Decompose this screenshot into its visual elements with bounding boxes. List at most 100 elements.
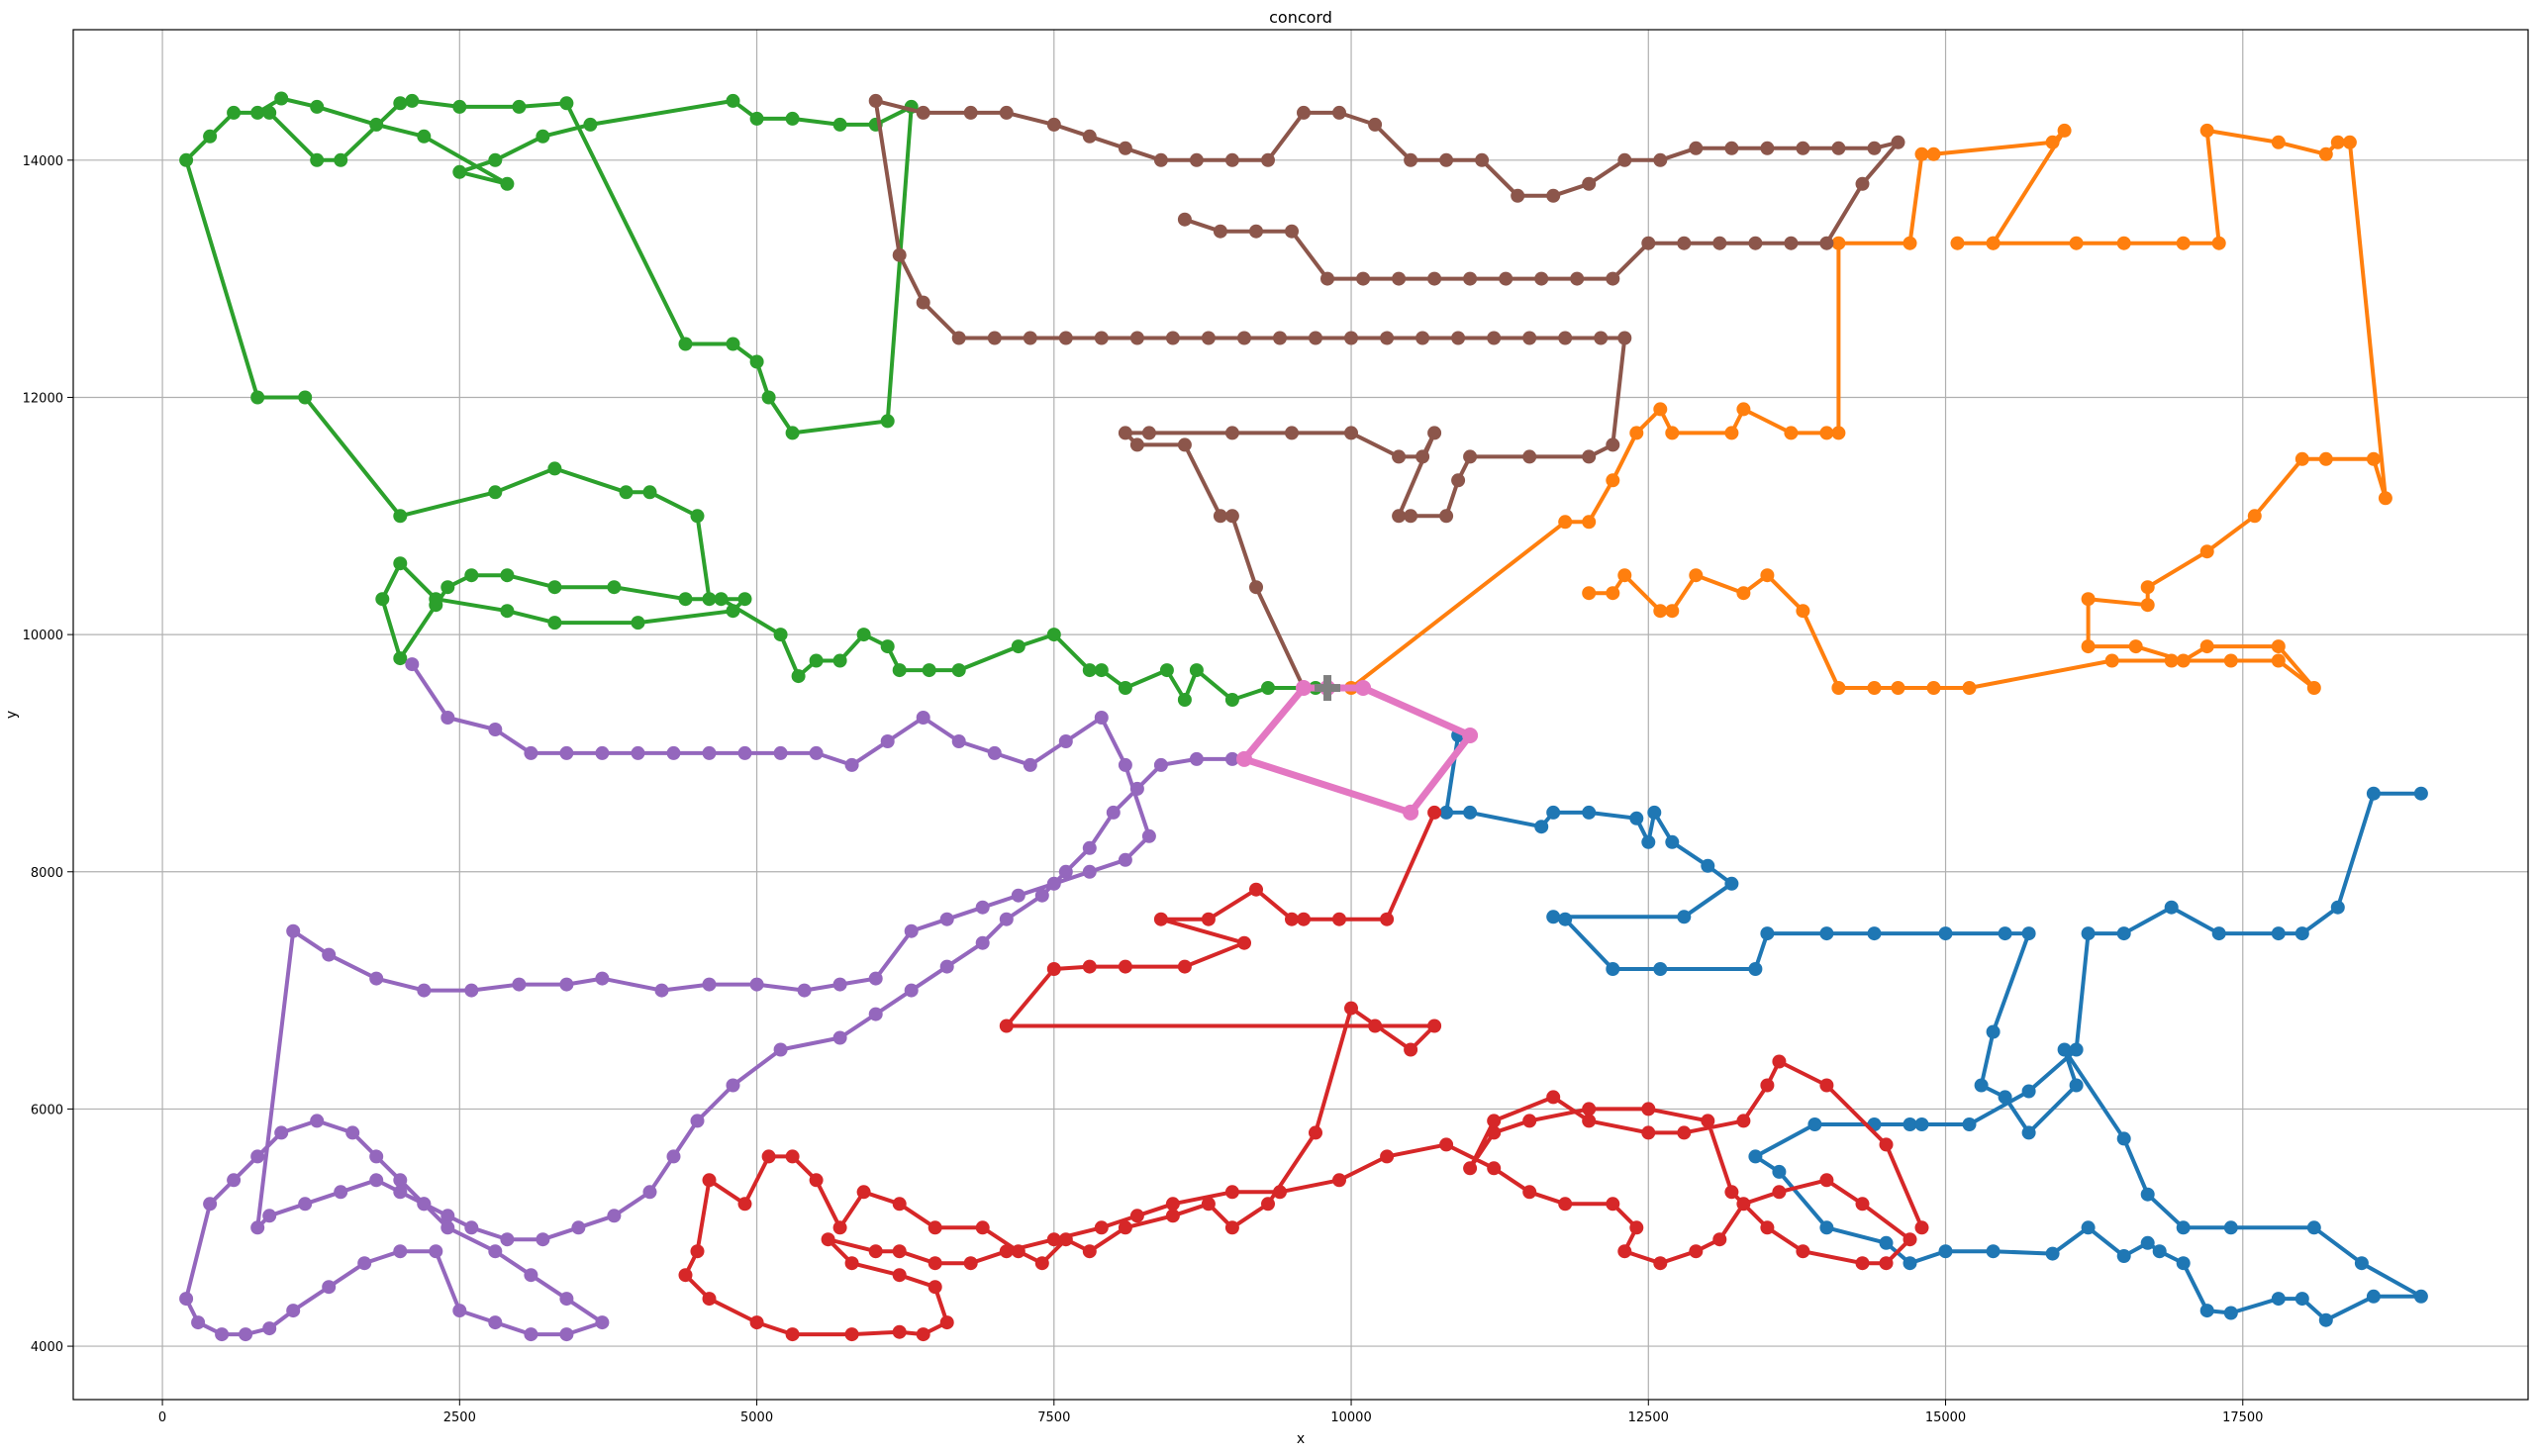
route-point (892, 247, 907, 262)
route-point (2081, 639, 2096, 654)
route-point (1332, 105, 1346, 120)
route-point (2294, 451, 2309, 466)
route-point (1165, 1209, 1180, 1223)
route-point (1819, 426, 1834, 440)
route-point (1534, 820, 1549, 834)
route-point (1058, 734, 1073, 748)
route-point (2199, 123, 2214, 138)
route-point (595, 1315, 610, 1330)
route-point (1998, 926, 2012, 941)
route-point (1701, 858, 1715, 873)
route-point (1606, 437, 1620, 452)
route-point (1463, 1161, 1478, 1176)
route-point (1023, 331, 1037, 345)
route-point (1427, 426, 1442, 440)
route-line (1444, 733, 2423, 1322)
route-point (1986, 1024, 2001, 1039)
route-point (203, 1197, 218, 1212)
route-point (286, 923, 301, 938)
route-point (1451, 331, 1466, 345)
x-tick-label: 7500 (1037, 1410, 1070, 1425)
route-point (559, 977, 574, 992)
route-point (2271, 926, 2286, 941)
route-point (1855, 176, 1870, 191)
x-axis-label: x (1297, 1431, 1305, 1447)
route-point (405, 93, 420, 108)
route-point (1938, 926, 1953, 941)
route-point (524, 745, 538, 760)
route-point (1831, 426, 1846, 440)
route-point (1368, 1019, 1383, 1033)
route-point (1392, 271, 1407, 286)
route-point (2223, 653, 2238, 668)
route-point (678, 592, 693, 607)
route-point (1641, 236, 1656, 250)
route-point (1439, 1137, 1454, 1152)
route-point (286, 1304, 301, 1318)
route-point (191, 1315, 206, 1330)
route-point (1297, 912, 1311, 926)
route-point (429, 592, 443, 607)
route-point (250, 1220, 265, 1235)
route-point (1796, 604, 1810, 619)
x-tick-label: 5000 (740, 1410, 773, 1425)
route-point (1760, 568, 1775, 583)
route-series (179, 91, 2428, 1342)
route-point (785, 1149, 800, 1164)
x-tick-label: 0 (158, 1410, 166, 1425)
route-point (1249, 882, 1263, 897)
route-point (868, 93, 883, 108)
route-point (1356, 271, 1371, 286)
route-point (227, 105, 242, 120)
route-point (1189, 152, 1204, 167)
route-point (1177, 212, 1192, 227)
route-point (2116, 926, 2131, 941)
route-point (809, 653, 824, 668)
route-point (583, 117, 598, 132)
route-point (1332, 1173, 1346, 1188)
route-point (2330, 900, 2345, 915)
route-point (737, 592, 752, 607)
route-point (1724, 426, 1739, 440)
route-point (1094, 663, 1109, 678)
route-point (452, 99, 467, 114)
route-point (951, 331, 966, 345)
route-point (440, 711, 455, 725)
route-point (951, 663, 966, 678)
route-point (1106, 805, 1121, 820)
route-point (375, 592, 390, 607)
route-point (405, 657, 420, 672)
route-point (1606, 586, 1620, 601)
route-point (2211, 926, 2226, 941)
route-point (2176, 653, 2191, 668)
route-point (1522, 1185, 1537, 1200)
route-point (1273, 1185, 1287, 1200)
route-point (892, 1244, 907, 1259)
route-point (262, 1321, 277, 1336)
route-point (417, 1197, 432, 1212)
route-point (1249, 224, 1263, 239)
route-point (250, 390, 265, 405)
route-point (203, 129, 218, 144)
route-point (1962, 1117, 1977, 1131)
route-point (1141, 828, 1156, 843)
route-point (559, 1292, 574, 1307)
route-point (1772, 1164, 1787, 1179)
route-point (749, 1315, 764, 1330)
route-point (1118, 141, 1132, 155)
route-point (1165, 331, 1180, 345)
route-point (500, 568, 515, 583)
route-point (559, 1327, 574, 1342)
route-point (1487, 1161, 1502, 1176)
route-point (1224, 152, 1239, 167)
route-point (1046, 628, 1061, 642)
route-point (1011, 1244, 1025, 1259)
route-point (1058, 864, 1073, 879)
route-point (1647, 805, 1662, 820)
route-point (1224, 1185, 1239, 1200)
route-point (2116, 1249, 2131, 1263)
route-point (1665, 834, 1680, 849)
route-point (1487, 331, 1502, 345)
route-point (488, 1244, 503, 1259)
route-point (357, 1256, 372, 1271)
